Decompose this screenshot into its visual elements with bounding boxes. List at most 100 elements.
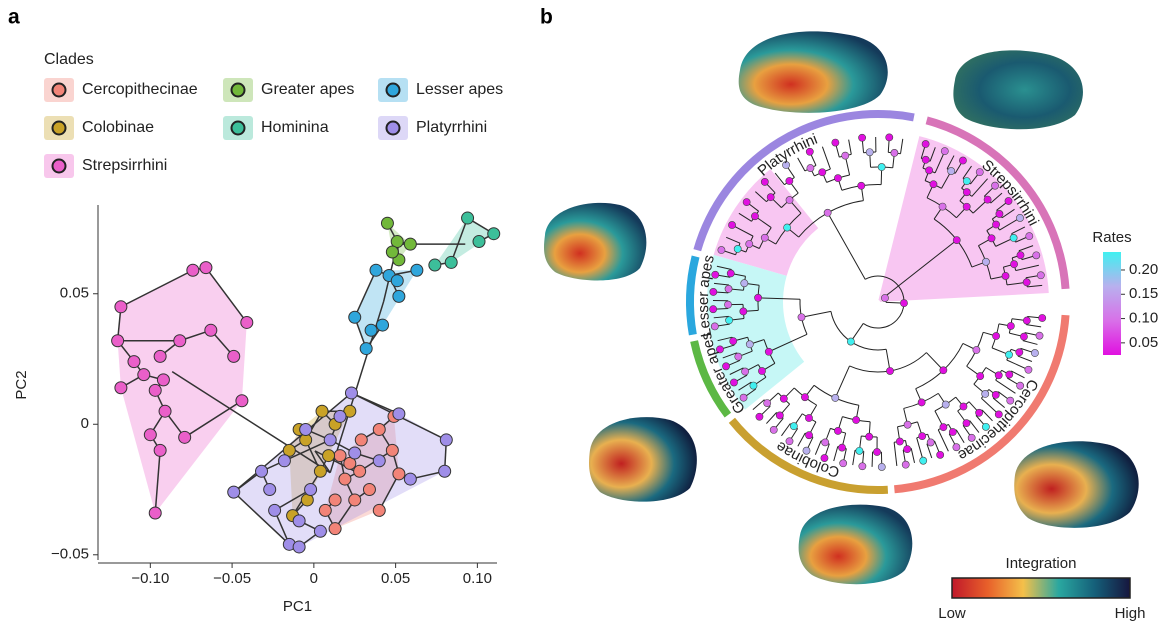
tree-node — [741, 368, 748, 375]
tree-node — [726, 317, 733, 324]
tree-node — [764, 399, 771, 406]
tree-node — [922, 140, 929, 147]
data-point — [149, 507, 161, 519]
legend-label: Lesser apes — [416, 81, 503, 98]
tree-node — [746, 240, 753, 247]
y-tick-label: 0.05 — [60, 285, 89, 302]
clade-hull — [118, 268, 247, 513]
tree-branch — [834, 447, 838, 461]
data-point — [174, 335, 186, 347]
tree-node — [866, 149, 873, 156]
legend-marker — [53, 160, 66, 173]
x-tick-label: −0.10 — [131, 570, 169, 587]
tree-node — [790, 423, 797, 430]
data-point — [373, 423, 385, 435]
tree-node — [798, 314, 805, 321]
tree-node — [1010, 234, 1017, 241]
data-point — [363, 484, 375, 496]
tree-branch — [1011, 371, 1024, 378]
data-point — [324, 434, 336, 446]
tree-node — [904, 421, 911, 428]
tree-node — [822, 439, 829, 446]
data-point — [411, 264, 423, 276]
colorbar — [1103, 252, 1121, 355]
data-point — [200, 262, 212, 274]
data-point — [144, 429, 156, 441]
data-point — [391, 275, 403, 287]
tree-node — [960, 403, 967, 410]
tree-node — [746, 341, 753, 348]
tree-node — [1002, 272, 1009, 279]
tree-node — [878, 163, 885, 170]
clade-ring — [690, 257, 696, 335]
tree-node — [937, 451, 944, 458]
tree-node — [963, 178, 970, 185]
data-point — [439, 465, 451, 477]
tree-node — [754, 294, 761, 301]
tree-node — [743, 199, 750, 206]
tree-node — [1017, 252, 1024, 259]
tree-node — [930, 181, 937, 188]
page: a b −0.10−0.0500.050.10−0.0500.05PC1PC2C… — [0, 0, 1164, 626]
tree-node — [1010, 261, 1017, 268]
data-point — [429, 259, 441, 271]
tree-branch — [1018, 356, 1032, 361]
tree-node — [977, 372, 984, 379]
tree-node — [900, 300, 907, 307]
tree-node — [834, 175, 841, 182]
tree-node — [819, 169, 826, 176]
tree-node — [805, 414, 812, 421]
data-point — [360, 343, 372, 355]
y-axis-label: PC2 — [13, 370, 30, 399]
tree-node — [904, 446, 911, 453]
tree-node — [992, 221, 999, 228]
legend-marker — [387, 84, 400, 97]
tree-node — [976, 409, 983, 416]
data-point — [349, 447, 361, 459]
tree-node — [838, 444, 845, 451]
tree-node — [995, 372, 1002, 379]
data-point — [112, 335, 124, 347]
tree-branch — [798, 158, 805, 171]
data-point — [316, 405, 328, 417]
colorbar-tick-label: 0.20 — [1129, 261, 1158, 278]
data-point — [179, 431, 191, 443]
tree-branch — [993, 398, 1005, 408]
x-tick-label: −0.05 — [213, 570, 251, 587]
data-point — [241, 316, 253, 328]
data-point — [354, 465, 366, 477]
tree-node — [919, 433, 926, 440]
tree-node — [988, 235, 995, 242]
data-point — [187, 264, 199, 276]
tree-node — [765, 348, 772, 355]
tree-node — [891, 149, 898, 156]
tree-branch — [798, 433, 805, 446]
tree-node — [925, 167, 932, 174]
tree-node — [1025, 366, 1032, 373]
tree-node — [918, 399, 925, 406]
data-point — [115, 301, 127, 313]
tree-branch — [853, 450, 855, 465]
tree-node — [784, 224, 791, 231]
tree-node — [1036, 332, 1043, 339]
data-point — [349, 494, 361, 506]
data-point — [404, 473, 416, 485]
legend-label: Platyrrhini — [416, 119, 487, 136]
data-point — [154, 444, 166, 456]
tree-node — [750, 382, 757, 389]
y-tick-label: −0.05 — [51, 546, 89, 563]
data-point — [236, 395, 248, 407]
data-point — [440, 434, 452, 446]
data-point — [393, 408, 405, 420]
tree-node — [886, 367, 893, 374]
x-tick-label: 0 — [310, 570, 318, 587]
tree-node — [939, 203, 946, 210]
legend-label: Colobinae — [82, 119, 154, 136]
tree-branch — [956, 430, 964, 443]
tree-node — [741, 280, 748, 287]
tree-node — [963, 189, 970, 196]
legend-label: Greater apes — [261, 81, 354, 98]
tree-branch — [766, 412, 776, 423]
data-point — [334, 410, 346, 422]
data-point — [381, 217, 393, 229]
